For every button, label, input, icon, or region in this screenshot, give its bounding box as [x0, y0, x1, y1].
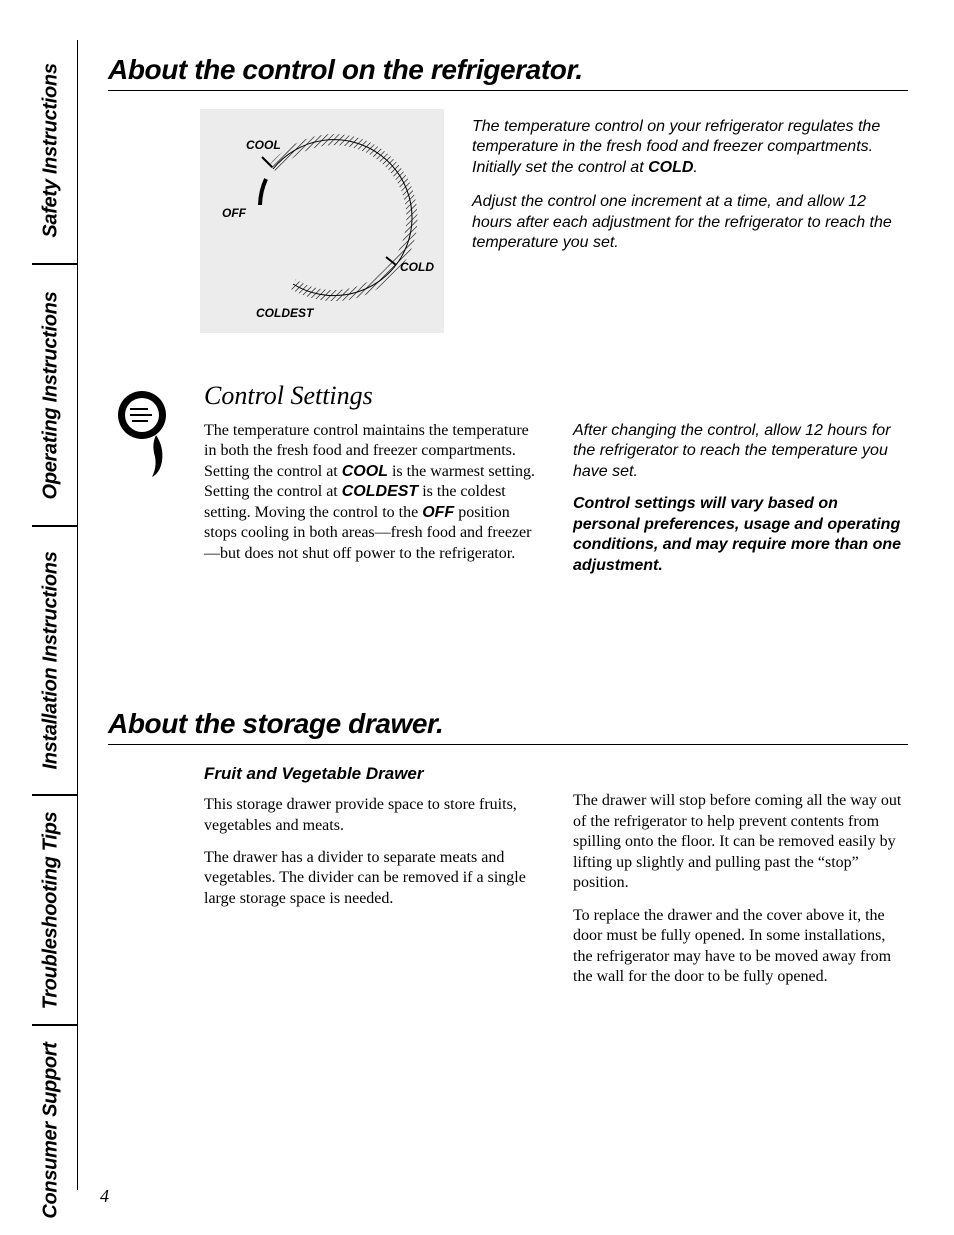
tab-label: Troubleshooting Tips: [40, 811, 63, 1009]
control-settings-block: Control Settings The temperature control…: [108, 381, 908, 588]
storage-section: About the storage drawer. Fruit and Vege…: [108, 708, 908, 999]
storage-left-col: Fruit and Vegetable Drawer This storage …: [204, 763, 539, 999]
tab-label: Operating Instructions: [40, 291, 63, 499]
tab-consumer-support[interactable]: Consumer Support: [24, 1030, 78, 1230]
magnifier-icon: [108, 381, 184, 588]
section-title-storage: About the storage drawer.: [108, 708, 908, 745]
dial-label-cold: COLD: [400, 260, 434, 274]
storage-right-col: The drawer will stop before coming all t…: [573, 763, 908, 999]
tab-divider: [32, 263, 78, 265]
dial-label-off: OFF: [222, 206, 247, 220]
body-paragraph: To replace the drawer and the cover abov…: [573, 906, 908, 988]
minor-heading: Fruit and Vegetable Drawer: [204, 763, 539, 785]
tab-installation[interactable]: Installation Instructions: [24, 530, 78, 790]
tab-troubleshooting[interactable]: Troubleshooting Tips: [24, 800, 78, 1020]
tab-divider: [32, 525, 78, 527]
page-number: 4: [100, 1186, 109, 1207]
storage-columns: Fruit and Vegetable Drawer This storage …: [204, 763, 908, 999]
note-paragraph-bold: Control settings will vary based on pers…: [573, 494, 908, 576]
body-paragraph: This storage drawer provide space to sto…: [204, 795, 539, 836]
control-intro-text: The temperature control on your refriger…: [472, 109, 908, 333]
tab-safety[interactable]: Safety Instructions: [24, 40, 78, 260]
control-settings-right-col: After changing the control, allow 12 hou…: [573, 421, 908, 588]
control-intro-row: COOL OFF COLD COLDEST The temperature co…: [108, 109, 908, 333]
temperature-dial-diagram: COOL OFF COLD COLDEST: [200, 109, 444, 333]
tab-label: Installation Instructions: [40, 551, 63, 769]
body-paragraph: The temperature control maintains the te…: [204, 421, 539, 564]
tab-label: Consumer Support: [40, 1042, 63, 1218]
tab-operating[interactable]: Operating Instructions: [24, 270, 78, 520]
page-content: About the control on the refrigerator.: [108, 54, 908, 1000]
body-paragraph: The drawer has a divider to separate mea…: [204, 848, 539, 909]
note-paragraph: After changing the control, allow 12 hou…: [573, 421, 908, 482]
dial-label-cool: COOL: [246, 138, 281, 152]
body-paragraph: The drawer will stop before coming all t…: [573, 791, 908, 893]
control-settings-body: Control Settings The temperature control…: [204, 381, 908, 588]
tab-divider: [32, 1024, 78, 1026]
intro-paragraph: Adjust the control one increment at a ti…: [472, 192, 898, 253]
dial-label-coldest: COLDEST: [256, 306, 315, 320]
section-title-control: About the control on the refrigerator.: [108, 54, 908, 91]
side-tab-strip: Safety Instructions Operating Instructio…: [24, 40, 78, 1190]
control-settings-left-col: The temperature control maintains the te…: [204, 421, 539, 588]
tab-label: Safety Instructions: [40, 63, 63, 237]
tab-divider: [32, 794, 78, 796]
subsection-heading: Control Settings: [204, 381, 908, 411]
intro-paragraph: The temperature control on your refriger…: [472, 117, 898, 178]
